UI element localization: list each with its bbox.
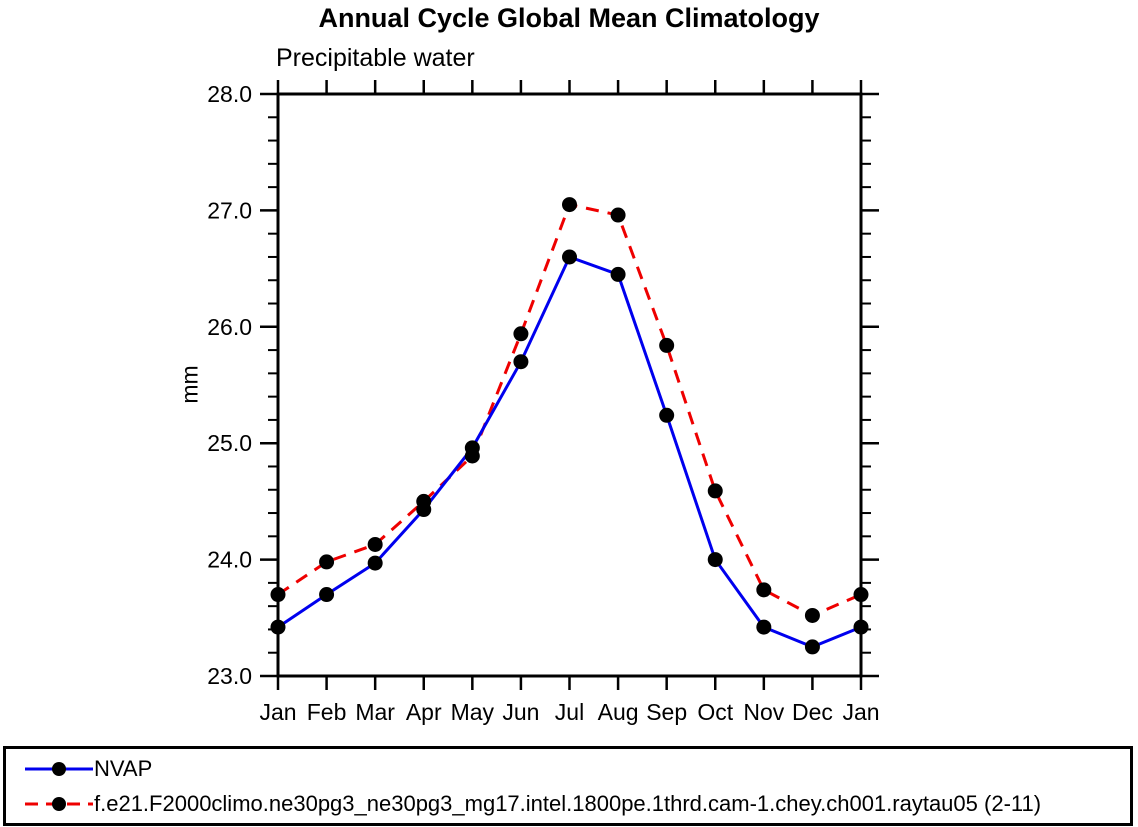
x-tick-label: Sep [646,699,687,725]
data-point-marker [319,554,335,570]
data-point-marker [562,197,577,213]
data-point-marker [853,587,869,603]
plot-frame [276,92,863,678]
x-tick-label: Aug [598,699,639,725]
x-tick-label: May [451,699,495,725]
data-point-marker [367,555,383,571]
nvap-line-swatch [25,761,93,776]
x-tick-label: Nov [743,699,784,725]
data-point-marker [804,639,820,655]
series-line-nvap [277,255,862,649]
y-tick-label: 23.0 [207,663,252,689]
x-tick-label: Jul [555,699,584,725]
data-point-marker [707,552,723,568]
data-point-marker [367,536,383,552]
legend-row-nvap: NVAP [24,755,1130,781]
data-point-marker [464,448,480,464]
y-tick-label: 26.0 [207,314,252,340]
y-tick-label: 28.0 [207,81,252,107]
chart-title: Annual Cycle Global Mean Climatology [318,3,820,33]
x-tick-label: Apr [406,699,442,725]
series-line-model [277,202,862,618]
x-tick-label: Dec [792,699,833,725]
x-tick-label: Jan [259,699,296,725]
x-tick-label: Mar [355,699,395,725]
data-point-marker [416,493,432,509]
y-tick-label: 24.0 [207,547,252,573]
y-tick-label: 27.0 [207,197,252,223]
y-tick-label: 25.0 [207,430,252,456]
model-line-swatch [25,796,93,811]
x-tick-label: Oct [697,699,733,725]
data-point-marker [853,619,869,635]
data-point-marker [659,407,675,423]
data-point-marker [270,587,286,603]
data-point-marker [659,337,675,353]
data-point-marker [610,266,626,282]
data-point-marker [562,249,577,265]
data-point-marker [319,587,335,603]
data-point-marker [513,326,529,342]
data-point-marker [270,619,286,635]
data-point-marker [756,619,772,635]
data-point-marker [610,207,626,223]
data-point-marker [513,354,529,370]
legend-row-model: f.e21.F2000climo.ne30pg3_ne30pg3_mg17.in… [24,790,1130,816]
data-point-marker [707,483,723,499]
legend: NVAP f.e21.F2000climo.ne30pg3_ne30pg3_mg… [3,746,1133,826]
x-tick-label: Jan [842,699,879,725]
x-tick-label: Jun [502,699,539,725]
x-tick-label: Feb [307,699,347,725]
data-point-marker [804,607,820,623]
data-point-marker [756,582,772,598]
legend-label-model: f.e21.F2000climo.ne30pg3_ne30pg3_mg17.in… [94,790,1042,816]
legend-label-nvap: NVAP [94,755,153,781]
chart-subtitle: Precipitable water [276,44,475,72]
